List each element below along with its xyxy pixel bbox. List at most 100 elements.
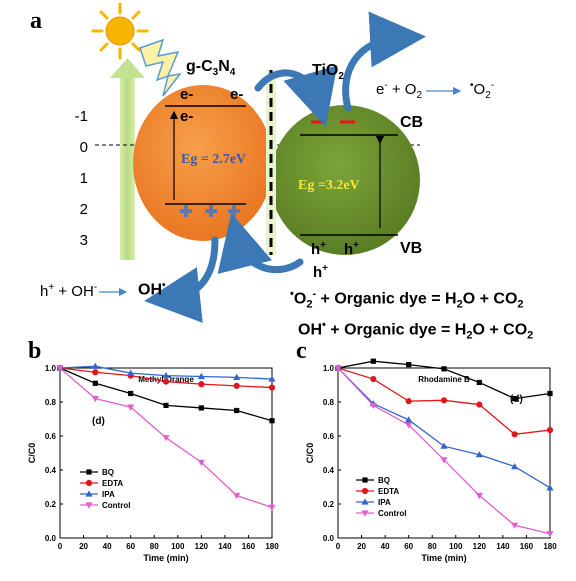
electron-label: e- [180, 86, 194, 103]
data-point [370, 375, 377, 383]
data-point [85, 479, 93, 487]
data-point [92, 380, 98, 386]
data-point [198, 405, 204, 411]
superoxide-product: •O2- [470, 80, 495, 101]
chart-methyl-orange: 0.0 0.2 0.4 0.6 0.8 1.0 0 20 40 60 80 100 120 140 160 1… [27, 362, 279, 563]
data-point [197, 372, 205, 380]
data-point [92, 369, 99, 376]
legend-label: EDTA [102, 479, 123, 488]
data-point [546, 484, 554, 491]
y-tick-label: 0.2 [45, 500, 57, 509]
series-control [56, 365, 276, 511]
y-tick-label: 0.6 [323, 432, 335, 441]
legend-item: BQ [80, 468, 114, 477]
x-tick-label: 40 [103, 542, 112, 551]
data-point [269, 418, 275, 424]
axis-tick-label: 1 [80, 170, 88, 187]
legend-label: Control [378, 509, 406, 518]
legend-label: IPA [102, 490, 115, 499]
material-label-tio2: TiO2 [312, 62, 344, 83]
y-tick-label: 0.8 [45, 398, 57, 407]
data-point [162, 372, 170, 379]
legend-item: EDTA [80, 479, 123, 488]
data-point [233, 492, 241, 500]
data-point [334, 365, 342, 372]
transfer-arrows [144, 11, 426, 323]
y-tick-label: 0.6 [45, 432, 57, 441]
light-beam [110, 58, 145, 260]
cb-label: CB [400, 114, 424, 131]
data-point [86, 469, 92, 475]
data-point [441, 366, 447, 372]
data-point [511, 522, 519, 529]
data-point [440, 457, 448, 464]
series-ipa [56, 362, 276, 382]
hydroxyl-reaction: h+ + OH- [40, 282, 98, 300]
legend-label: EDTA [378, 487, 399, 496]
hole-label: h+ [344, 240, 360, 258]
data-point [475, 451, 483, 458]
data-point [475, 492, 483, 500]
data-point [362, 477, 368, 483]
gap-label-left: Eg = 2.7eV [181, 152, 247, 167]
y-axis-label: C/C0 [305, 443, 315, 464]
data-point [511, 431, 518, 438]
x-tick-label: 80 [428, 542, 437, 551]
x-tick-label: 140 [218, 542, 232, 551]
y-tick-label: 0.4 [45, 466, 57, 475]
inset-label: (d) [92, 416, 105, 427]
x-tick-label: 20 [357, 542, 366, 551]
x-axis-label: Time (min) [421, 553, 466, 563]
hole-transfer-arrow [217, 212, 304, 274]
superoxide-arrow [342, 11, 426, 112]
data-point [546, 531, 554, 538]
x-tick-label: 80 [150, 542, 159, 551]
legend-item: EDTA [356, 487, 399, 496]
data-point [162, 378, 170, 385]
data-point [233, 382, 240, 389]
data-point [268, 504, 276, 511]
y-tick-label: 0.2 [323, 500, 335, 509]
axis-tick-label: 2 [80, 201, 88, 218]
series-control [334, 365, 554, 538]
data-point [361, 510, 369, 517]
y-tick-label: 1.0 [45, 364, 57, 373]
data-point [547, 390, 553, 397]
chart-rhodamine-b: 0.0 0.2 0.4 0.6 0.8 1.0 0 20 40 60 80 100 120 140 160 1… [305, 358, 557, 563]
data-point [405, 398, 412, 405]
hole-label: h+ [311, 240, 327, 258]
x-tick-label: 120 [473, 542, 487, 551]
x-tick-label: 180 [543, 542, 557, 551]
superoxide-reaction: e- + O2 [376, 80, 423, 101]
data-point [476, 401, 483, 408]
series-edta [334, 364, 554, 438]
data-point [198, 381, 205, 388]
legend-label: BQ [102, 468, 114, 477]
series-line [337, 367, 551, 489]
x-tick-label: 0 [336, 542, 341, 551]
data-point [440, 397, 448, 404]
legend-item: IPA [356, 498, 391, 507]
data-point [370, 358, 376, 364]
x-tick-label: 160 [242, 542, 256, 551]
data-point [546, 426, 554, 434]
x-tick-label: 20 [79, 542, 88, 551]
data-point [234, 407, 240, 414]
x-tick-label: 180 [265, 542, 279, 551]
electron-transfer-arrow [254, 65, 338, 127]
y-tick-label: 0.0 [45, 534, 57, 543]
data-point [512, 396, 518, 402]
data-point [476, 379, 482, 386]
legend-item: Control [80, 501, 130, 510]
data-point [163, 402, 169, 408]
schematic-diagram: -1 0 1 2 3 [75, 2, 462, 323]
electron-label: e- [230, 86, 244, 103]
hydroxyl-product: OH• [138, 280, 166, 299]
x-tick-label: 100 [171, 542, 185, 551]
legend-label: Control [102, 501, 130, 510]
legend-label: BQ [378, 476, 390, 485]
axis-tick-label: -1 [75, 108, 88, 125]
data-point [405, 416, 413, 423]
panel-a-letter: a [30, 8, 42, 34]
x-tick-label: 100 [449, 542, 463, 551]
